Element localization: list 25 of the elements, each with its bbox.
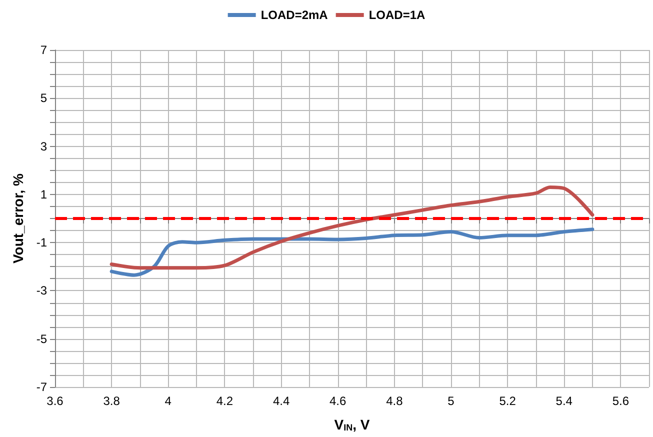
y-tick-label: 3 bbox=[40, 139, 48, 154]
y-tick-label: 5 bbox=[40, 91, 48, 106]
x-tick-label: 4.2 bbox=[216, 394, 234, 408]
line-series bbox=[110, 228, 594, 277]
line-series bbox=[110, 185, 594, 270]
x-tick-label: 3.8 bbox=[103, 394, 120, 408]
x-tick-label: 5.2 bbox=[499, 394, 516, 408]
legend-label: LOAD=2mA bbox=[260, 8, 328, 22]
x-tick-label: 4.8 bbox=[386, 394, 404, 408]
y-tick-label: -1 bbox=[36, 236, 48, 250]
y-tick-label: 1 bbox=[40, 187, 48, 202]
x-tick-label: 4.6 bbox=[330, 394, 347, 408]
x-tick-label: 5.4 bbox=[556, 394, 573, 408]
y-tick-label: 7 bbox=[40, 43, 48, 57]
y-axis-title: Vout_error, % bbox=[10, 172, 26, 264]
x-tick-label: 4 bbox=[164, 394, 172, 408]
x-tick-label: 3.6 bbox=[46, 394, 64, 408]
x-tick-label: 5 bbox=[448, 394, 455, 408]
x-axis-title: VIN, V bbox=[334, 416, 370, 432]
y-tick-label: -5 bbox=[36, 332, 48, 346]
y-tick-label: -3 bbox=[36, 284, 48, 298]
x-tick-label: 5.6 bbox=[612, 394, 630, 408]
legend-label: LOAD=1A bbox=[368, 8, 426, 22]
y-tick-label: -7 bbox=[36, 380, 48, 394]
x-tick-label: 4.4 bbox=[272, 394, 290, 408]
